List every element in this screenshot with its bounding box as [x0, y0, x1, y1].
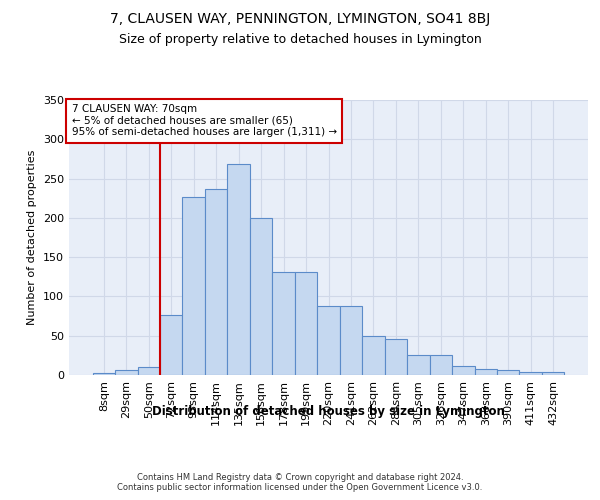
- Text: 7, CLAUSEN WAY, PENNINGTON, LYMINGTON, SO41 8BJ: 7, CLAUSEN WAY, PENNINGTON, LYMINGTON, S…: [110, 12, 490, 26]
- Bar: [250, 218, 272, 375]
- Bar: [452, 366, 475, 375]
- Bar: [520, 372, 542, 375]
- Bar: [362, 336, 385, 375]
- Text: Size of property relative to detached houses in Lymington: Size of property relative to detached ho…: [119, 32, 481, 46]
- Text: Distribution of detached houses by size in Lymington: Distribution of detached houses by size …: [152, 405, 505, 418]
- Bar: [205, 189, 227, 375]
- Bar: [160, 314, 182, 375]
- Bar: [295, 272, 317, 375]
- Bar: [542, 372, 565, 375]
- Bar: [182, 196, 205, 375]
- Bar: [385, 339, 407, 375]
- Text: Contains HM Land Registry data © Crown copyright and database right 2024.
Contai: Contains HM Land Registry data © Crown c…: [118, 472, 482, 492]
- Y-axis label: Number of detached properties: Number of detached properties: [28, 150, 37, 325]
- Text: 7 CLAUSEN WAY: 70sqm
← 5% of detached houses are smaller (65)
95% of semi-detach: 7 CLAUSEN WAY: 70sqm ← 5% of detached ho…: [71, 104, 337, 138]
- Bar: [92, 374, 115, 375]
- Bar: [407, 356, 430, 375]
- Bar: [137, 367, 160, 375]
- Bar: [497, 370, 520, 375]
- Bar: [115, 370, 137, 375]
- Bar: [317, 306, 340, 375]
- Bar: [272, 272, 295, 375]
- Bar: [227, 164, 250, 375]
- Bar: [340, 306, 362, 375]
- Bar: [475, 368, 497, 375]
- Bar: [430, 356, 452, 375]
